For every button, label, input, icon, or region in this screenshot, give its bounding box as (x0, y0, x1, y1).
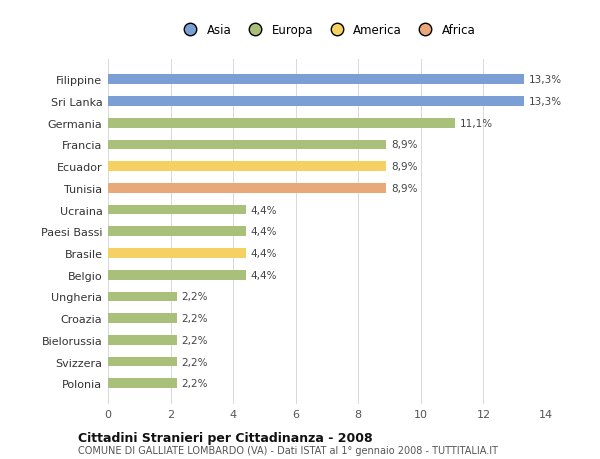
Text: 2,2%: 2,2% (182, 292, 208, 302)
Bar (108, 270, 245, 280)
Bar (108, 162, 386, 172)
Text: 8,9%: 8,9% (391, 162, 418, 172)
Text: 4,4%: 4,4% (250, 270, 277, 280)
Text: 4,4%: 4,4% (250, 248, 277, 258)
Text: 2,2%: 2,2% (182, 357, 208, 367)
Text: 11,1%: 11,1% (460, 118, 493, 129)
Bar (108, 379, 177, 388)
Bar (108, 118, 455, 129)
Text: 2,2%: 2,2% (182, 335, 208, 345)
Text: 2,2%: 2,2% (182, 313, 208, 324)
Text: COMUNE DI GALLIATE LOMBARDO (VA) - Dati ISTAT al 1° gennaio 2008 - TUTTITALIA.IT: COMUNE DI GALLIATE LOMBARDO (VA) - Dati … (78, 445, 498, 455)
Legend: Asia, Europa, America, Africa: Asia, Europa, America, Africa (178, 24, 476, 37)
Text: 13,3%: 13,3% (529, 97, 562, 107)
Text: 4,4%: 4,4% (250, 205, 277, 215)
Text: 8,9%: 8,9% (391, 184, 418, 194)
Bar (108, 357, 177, 367)
Bar (108, 249, 245, 258)
Bar (108, 205, 245, 215)
Bar (108, 313, 177, 323)
Text: 8,9%: 8,9% (391, 140, 418, 150)
Bar (108, 75, 524, 85)
Bar (108, 292, 177, 302)
Bar (108, 335, 177, 345)
Bar (108, 97, 524, 107)
Bar (108, 140, 386, 150)
Bar (108, 184, 386, 193)
Bar (108, 227, 245, 237)
Text: 2,2%: 2,2% (182, 378, 208, 388)
Text: 13,3%: 13,3% (529, 75, 562, 85)
Text: Cittadini Stranieri per Cittadinanza - 2008: Cittadini Stranieri per Cittadinanza - 2… (78, 431, 373, 444)
Text: 4,4%: 4,4% (250, 227, 277, 237)
